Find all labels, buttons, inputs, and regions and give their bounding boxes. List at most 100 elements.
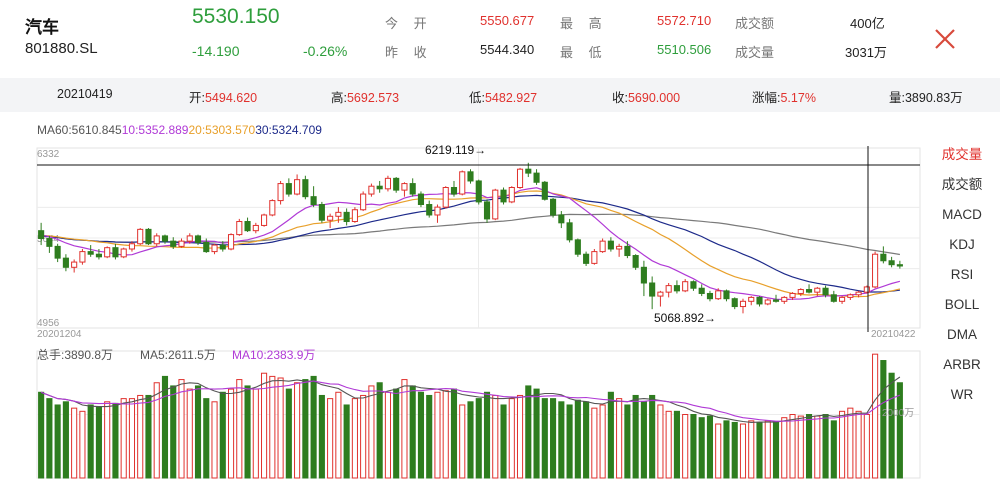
ma30-line — [41, 194, 900, 293]
volume-bar — [46, 398, 53, 479]
index-code: 801880.SL — [25, 40, 98, 57]
candle — [880, 246, 887, 264]
candle — [814, 286, 821, 297]
candle — [87, 245, 94, 257]
ma60-legend: MA60:5610.845 — [37, 123, 122, 137]
volume-bar — [624, 404, 631, 479]
candle — [855, 290, 862, 298]
candle — [706, 290, 714, 302]
candle — [161, 234, 169, 244]
candle — [789, 292, 796, 301]
volume-bar — [120, 398, 127, 479]
volume-bar — [566, 404, 573, 479]
candle — [211, 243, 218, 255]
candle-body — [318, 204, 325, 221]
open-label: 今 开 — [385, 16, 433, 31]
candle-body — [665, 285, 672, 293]
volume-bar — [781, 417, 788, 479]
candle-body — [71, 261, 78, 268]
candle-body — [145, 228, 152, 245]
volume-chart[interactable]: 总手:3890.8万 MA5:2611.5万 MA10:2383.9万 2000… — [0, 343, 924, 480]
candle-body — [153, 235, 160, 245]
candle — [698, 284, 705, 297]
volume-bar — [360, 394, 367, 479]
indicator-menu-item[interactable]: ARBR — [943, 357, 981, 372]
candle — [541, 180, 548, 201]
candle — [434, 204, 441, 223]
candle — [310, 186, 317, 208]
candle — [236, 218, 243, 236]
volume-bar — [194, 385, 202, 479]
indicator-menu-item[interactable]: WR — [950, 387, 974, 402]
candle — [360, 191, 367, 212]
candle-body — [203, 241, 210, 253]
candle — [533, 169, 540, 185]
volume-bar — [888, 372, 895, 479]
volume-bar — [95, 406, 102, 479]
candle-body — [327, 215, 334, 221]
candle-body — [814, 287, 821, 293]
low-value: 5510.506 — [657, 42, 712, 57]
volume-bar — [632, 394, 639, 479]
volume-bar — [79, 410, 86, 479]
candle-body — [566, 222, 573, 241]
indicator-menu-item[interactable]: 成交量 — [941, 147, 983, 162]
candlestick-chart[interactable]: 6332 5644 4956 20201204 20210422 6219.11… — [0, 140, 924, 340]
candle — [616, 243, 623, 257]
candle — [335, 207, 342, 223]
indicator-menu-item[interactable]: 成交额 — [941, 177, 983, 192]
candle-body — [805, 289, 813, 293]
candle-body — [715, 290, 722, 300]
candle — [294, 174, 301, 196]
candle — [203, 238, 210, 253]
candle — [872, 251, 879, 289]
volume-bar — [723, 420, 730, 479]
last-price: 5530.150 — [192, 5, 280, 28]
volume-bar — [525, 385, 532, 479]
close-button[interactable] — [930, 24, 960, 54]
candle — [607, 237, 614, 252]
candle-body — [863, 286, 870, 293]
volume-bar — [616, 398, 623, 479]
candle-body — [236, 221, 243, 236]
volume-bar — [261, 372, 268, 479]
candle-body — [351, 209, 358, 223]
candle — [112, 243, 119, 260]
candle — [822, 285, 829, 298]
volume-bar — [649, 394, 656, 479]
candle — [516, 167, 524, 189]
volume-bar — [351, 398, 358, 479]
candle-body — [550, 198, 557, 216]
volume-bar — [500, 404, 507, 479]
volume-bar — [178, 379, 185, 479]
candle-body — [211, 244, 218, 253]
candle-body — [607, 240, 614, 250]
candle-body — [525, 168, 532, 174]
indicator-menu-item[interactable]: MACD — [942, 207, 982, 222]
candle — [830, 290, 837, 303]
candle — [715, 288, 722, 301]
volume-total-label: 总手:3890.8万 — [37, 348, 113, 362]
volume-bar — [294, 382, 301, 479]
volume-bar — [145, 394, 152, 479]
indicator-menu-item[interactable]: KDJ — [949, 237, 975, 252]
volume-bar — [475, 398, 482, 479]
candle — [772, 294, 780, 303]
volume-bar — [434, 391, 441, 479]
candle — [194, 234, 202, 246]
indicator-menu-item[interactable]: DMA — [947, 327, 977, 342]
candle-body — [450, 187, 458, 195]
candle-body — [219, 244, 226, 250]
candle-body — [558, 214, 565, 224]
volume-bar — [368, 385, 375, 479]
indicator-menu-item[interactable]: RSI — [950, 267, 974, 282]
volume-bar — [880, 360, 887, 479]
volume-bar — [467, 401, 474, 479]
candle-body — [574, 239, 581, 255]
candle-body — [384, 177, 391, 190]
candle — [657, 290, 664, 307]
low-label: 最 低 — [560, 45, 608, 60]
volume-bar — [343, 404, 350, 479]
indicator-menu-item[interactable]: BOLL — [944, 297, 980, 312]
volume-bar — [690, 414, 697, 479]
